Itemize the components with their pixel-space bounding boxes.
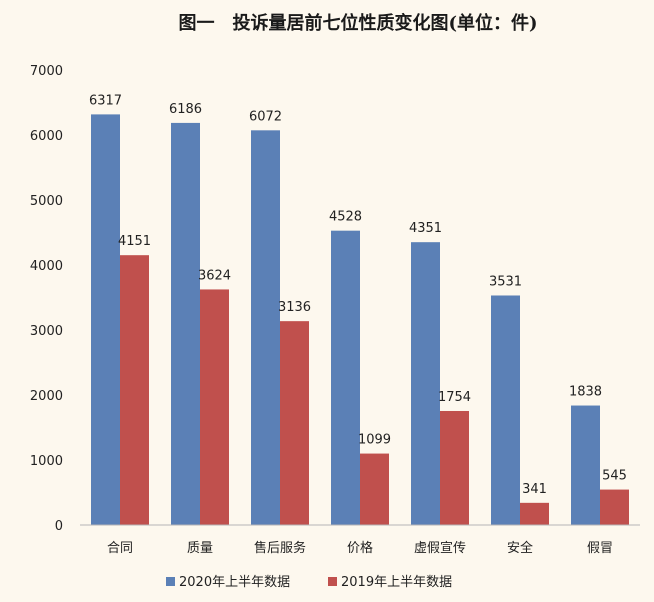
data-label: 6317 (89, 93, 122, 108)
legend: 2020年上半年数据 2019年上半年数据 (166, 575, 452, 590)
y-tick-label: 1000 (30, 454, 63, 469)
data-label: 3624 (198, 268, 231, 283)
x-axis: 合同 质量 售后服务 价格 虚假宣传 安全 假冒 (80, 524, 640, 556)
data-label: 341 (522, 482, 547, 497)
data-label: 1838 (569, 385, 602, 400)
data-label: 4151 (118, 234, 151, 249)
x-category-label: 虚假宣传 (414, 540, 466, 556)
data-label: 1754 (438, 390, 471, 405)
legend-swatch (166, 577, 175, 586)
bar-2020 (411, 242, 440, 525)
bar-2020 (251, 130, 280, 525)
data-label: 545 (602, 469, 627, 484)
x-category-label: 售后服务 (254, 540, 306, 556)
x-category-label: 价格 (347, 540, 373, 556)
bar-2020 (331, 230, 360, 525)
y-tick-label: 4000 (30, 259, 63, 274)
y-tick-label: 5000 (30, 194, 63, 209)
bar-2019 (600, 489, 629, 525)
x-category-label: 假冒 (587, 541, 613, 556)
y-tick-label: 6000 (30, 129, 63, 144)
bar-2020 (171, 122, 200, 525)
bar-2020 (491, 295, 520, 525)
y-tick-label: 0 (55, 519, 63, 534)
bars: 6317 4151 6186 3624 6072 3136 4528 1099 4351 1754… (89, 93, 629, 526)
data-label: 4528 (329, 210, 362, 225)
data-label: 4351 (409, 221, 442, 236)
legend-label: 2020年上半年数据 (179, 575, 290, 590)
x-category-label: 合同 (107, 541, 133, 556)
data-label: 1099 (358, 433, 391, 448)
x-category-label: 质量 (187, 541, 213, 556)
y-tick-label: 2000 (30, 389, 63, 404)
data-label: 3136 (278, 300, 311, 315)
x-category-label: 安全 (507, 540, 533, 556)
bar-2019 (440, 410, 469, 525)
legend-swatch (328, 577, 337, 586)
bar-2019 (200, 289, 229, 525)
legend-label: 2019年上半年数据 (341, 575, 452, 590)
chart-title: 图一 投诉量居前七位性质变化图(单位：件) (178, 12, 537, 34)
y-axis: 0 1000 2000 3000 4000 5000 6000 7000 (30, 64, 63, 534)
bar-2020 (571, 405, 600, 525)
data-label: 6186 (169, 102, 202, 117)
data-label: 6072 (249, 109, 282, 124)
data-label: 3531 (489, 274, 522, 289)
bar-2019 (520, 502, 549, 525)
bar-2019 (360, 453, 389, 525)
y-tick-label: 3000 (30, 324, 63, 339)
bar-2019 (120, 255, 149, 525)
y-tick-label: 7000 (30, 64, 63, 79)
bar-2020 (91, 114, 120, 526)
bar-2019 (280, 321, 309, 525)
